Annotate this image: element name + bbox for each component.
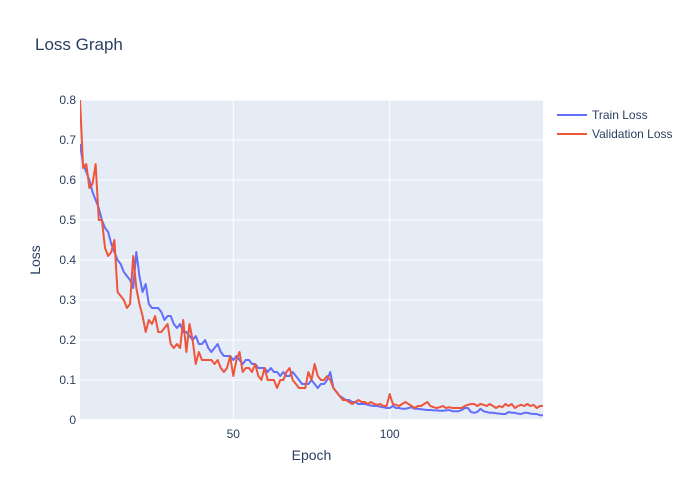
y-tick-label: 0.2 — [59, 333, 76, 347]
y-tick-label: 0.8 — [59, 93, 76, 107]
legend-item-validation-loss[interactable]: Validation Loss — [557, 127, 673, 141]
y-tick-label: 0.6 — [59, 173, 76, 187]
legend-label: Train Loss — [592, 108, 648, 122]
y-tick-label: 0.3 — [59, 293, 76, 307]
chart-title: Loss Graph — [35, 35, 123, 54]
x-tick-label: 50 — [227, 427, 241, 441]
y-tick-label: 0.5 — [59, 213, 76, 227]
y-tick-label: 0.7 — [59, 133, 76, 147]
series-line-validation-loss — [80, 100, 543, 409]
plot-area: 0 0.1 0.2 0.3 0.4 0.5 0.6 0.7 0.8 50 100 — [59, 93, 543, 441]
legend-label: Validation Loss — [592, 127, 673, 141]
y-tick-label: 0 — [69, 413, 76, 427]
y-tick-label: 0.1 — [59, 373, 76, 387]
x-axis-title: Epoch — [292, 447, 332, 463]
y-tick-label: 0.4 — [59, 253, 76, 267]
legend[interactable]: Train Loss Validation Loss — [557, 108, 673, 141]
legend-item-train-loss[interactable]: Train Loss — [557, 108, 648, 122]
y-axis-title: Loss — [27, 245, 43, 275]
x-tick-label: 100 — [380, 427, 400, 441]
